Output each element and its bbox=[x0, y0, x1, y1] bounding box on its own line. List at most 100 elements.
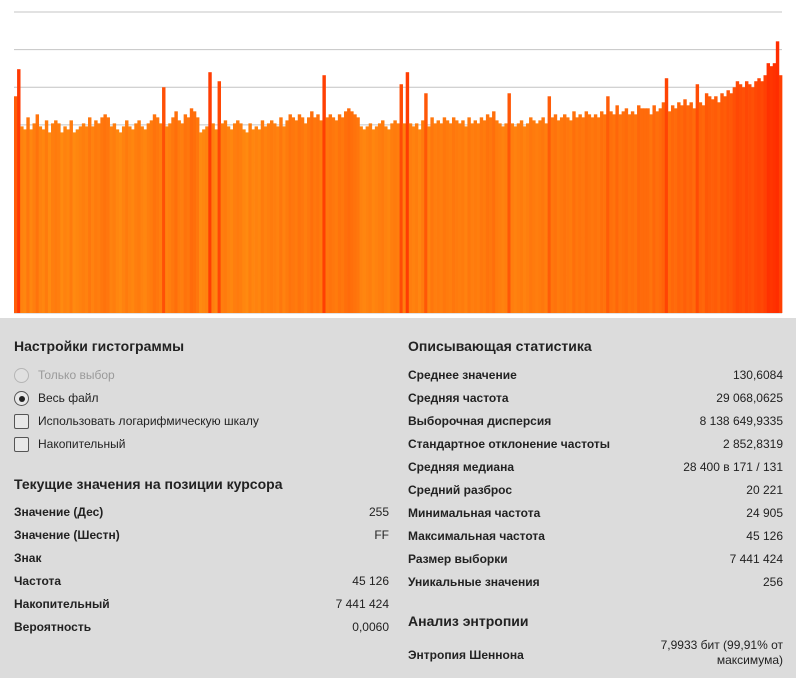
histogram-bar[interactable] bbox=[544, 123, 548, 314]
histogram-bar[interactable] bbox=[587, 114, 592, 313]
histogram-bar[interactable] bbox=[510, 123, 515, 314]
histogram-bar[interactable] bbox=[532, 120, 536, 313]
histogram-bar[interactable] bbox=[245, 132, 249, 313]
whole-file-option[interactable]: Весь файл bbox=[14, 387, 389, 410]
histogram-bar[interactable] bbox=[334, 120, 339, 313]
histogram-bar[interactable] bbox=[353, 114, 357, 313]
histogram-bar[interactable] bbox=[538, 120, 542, 313]
histogram-bar[interactable] bbox=[535, 123, 539, 314]
histogram-bar[interactable] bbox=[387, 129, 391, 313]
histogram-bar[interactable] bbox=[556, 120, 561, 313]
histogram-bar[interactable] bbox=[69, 120, 73, 313]
histogram-bar[interactable] bbox=[603, 114, 607, 313]
histogram-bar[interactable] bbox=[695, 84, 700, 314]
histogram-bar[interactable] bbox=[279, 117, 283, 313]
histogram-bar[interactable] bbox=[303, 123, 308, 314]
histogram-bar[interactable] bbox=[627, 114, 632, 313]
histogram-bar[interactable] bbox=[199, 132, 203, 313]
histogram-bar[interactable] bbox=[581, 117, 585, 313]
histogram-bar[interactable] bbox=[232, 123, 237, 314]
histogram-bar[interactable] bbox=[473, 120, 477, 313]
histogram-bar[interactable] bbox=[368, 123, 373, 314]
histogram-bar[interactable] bbox=[541, 117, 545, 313]
histogram-bar[interactable] bbox=[285, 120, 289, 313]
histogram-bar[interactable] bbox=[488, 117, 493, 313]
histogram-bar[interactable] bbox=[526, 123, 530, 314]
histogram-bar[interactable] bbox=[735, 81, 740, 313]
histogram-bar[interactable] bbox=[590, 117, 595, 313]
histogram-bar[interactable] bbox=[424, 93, 428, 314]
histogram-bar[interactable] bbox=[418, 129, 422, 313]
histogram-bar[interactable] bbox=[14, 96, 18, 313]
histogram-bar[interactable] bbox=[405, 72, 410, 313]
histogram-chart[interactable] bbox=[0, 0, 796, 318]
histogram-bar[interactable] bbox=[664, 78, 669, 313]
histogram-bar[interactable] bbox=[757, 78, 761, 313]
histogram-bar[interactable] bbox=[652, 105, 656, 313]
histogram-bar[interactable] bbox=[683, 99, 687, 313]
histogram-bar[interactable] bbox=[674, 108, 678, 313]
histogram-bar[interactable] bbox=[26, 117, 30, 313]
histogram-bar[interactable] bbox=[513, 126, 518, 313]
histogram-bar[interactable] bbox=[47, 132, 52, 313]
histogram-bar[interactable] bbox=[347, 108, 351, 313]
histogram-bar[interactable] bbox=[23, 129, 27, 313]
histogram-bar[interactable] bbox=[559, 117, 564, 313]
histogram-bar[interactable] bbox=[276, 126, 280, 313]
histogram-bar[interactable] bbox=[168, 123, 172, 314]
histogram-bar[interactable] bbox=[448, 123, 453, 314]
histogram-bar[interactable] bbox=[118, 132, 123, 313]
histogram-bar[interactable] bbox=[103, 114, 107, 313]
histogram-bar[interactable] bbox=[115, 129, 120, 313]
log-scale-checkbox[interactable] bbox=[14, 414, 29, 429]
histogram-bar[interactable] bbox=[63, 126, 67, 313]
histogram-bar[interactable] bbox=[593, 114, 598, 313]
histogram-bar[interactable] bbox=[677, 102, 681, 313]
histogram-bar[interactable] bbox=[171, 117, 175, 313]
histogram-bar[interactable] bbox=[84, 126, 89, 313]
histogram-bar[interactable] bbox=[32, 123, 36, 314]
histogram-bar[interactable] bbox=[575, 117, 579, 313]
histogram-bar[interactable] bbox=[251, 129, 255, 313]
histogram-bar[interactable] bbox=[134, 123, 138, 314]
histogram-bar[interactable] bbox=[775, 41, 780, 314]
histogram-bar[interactable] bbox=[445, 120, 450, 313]
histogram-bar[interactable] bbox=[442, 117, 447, 313]
histogram-bar[interactable] bbox=[205, 126, 209, 313]
histogram-bar[interactable] bbox=[393, 120, 397, 313]
histogram-bar[interactable] bbox=[686, 105, 690, 313]
histogram-bar[interactable] bbox=[100, 117, 104, 313]
histogram-bar[interactable] bbox=[430, 117, 434, 313]
histogram-bar[interactable] bbox=[411, 126, 416, 313]
histogram-bar[interactable] bbox=[550, 117, 555, 313]
histogram-bar[interactable] bbox=[720, 93, 724, 314]
histogram-bar[interactable] bbox=[396, 123, 400, 314]
histogram-bar[interactable] bbox=[741, 87, 746, 313]
histogram-bar[interactable] bbox=[57, 123, 61, 314]
histogram-bar[interactable] bbox=[81, 123, 86, 314]
histogram-bar[interactable] bbox=[433, 123, 437, 314]
histogram-bar[interactable] bbox=[643, 108, 647, 313]
histogram-bar[interactable] bbox=[439, 123, 444, 314]
histogram-bar[interactable] bbox=[609, 111, 613, 313]
histogram-bar[interactable] bbox=[322, 75, 326, 314]
histogram-bar[interactable] bbox=[461, 120, 465, 313]
histogram-bar[interactable] bbox=[248, 123, 252, 314]
histogram-bar[interactable] bbox=[60, 132, 64, 313]
histogram-bar[interactable] bbox=[707, 96, 712, 313]
histogram-bar[interactable] bbox=[266, 123, 271, 314]
histogram-bar[interactable] bbox=[220, 123, 225, 314]
histogram-bar[interactable] bbox=[325, 117, 329, 313]
histogram-bar[interactable] bbox=[51, 123, 55, 314]
histogram-bar[interactable] bbox=[186, 117, 191, 313]
histogram-bar[interactable] bbox=[29, 129, 33, 313]
histogram-bar[interactable] bbox=[109, 126, 114, 313]
histogram-bar[interactable] bbox=[751, 87, 755, 313]
histogram-bar[interactable] bbox=[273, 123, 277, 314]
histogram-bar[interactable] bbox=[399, 84, 403, 314]
histogram-bar[interactable] bbox=[640, 108, 644, 313]
histogram-bar[interactable] bbox=[553, 114, 558, 313]
histogram-bar[interactable] bbox=[421, 120, 425, 313]
histogram-bar[interactable] bbox=[260, 120, 265, 313]
histogram-bar[interactable] bbox=[584, 111, 589, 313]
